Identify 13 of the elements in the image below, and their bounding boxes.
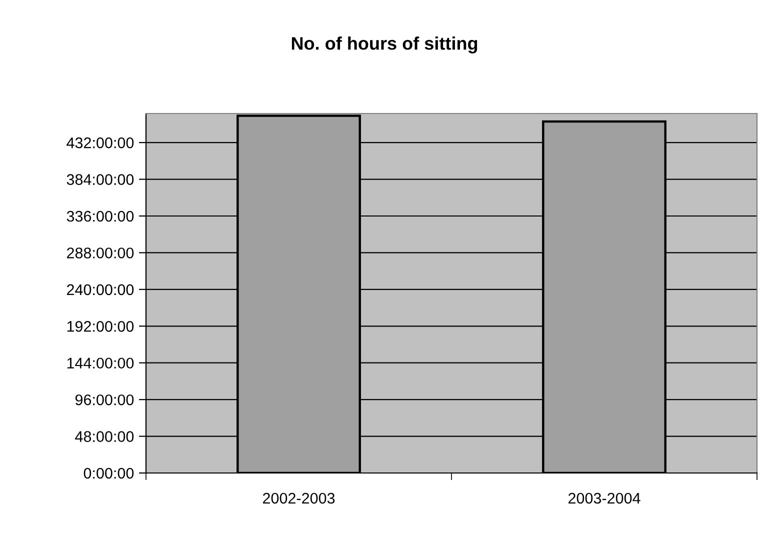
y-tick-label: 336:00:00 xyxy=(66,210,134,222)
y-tick-label: 0:00:00 xyxy=(84,468,134,479)
x-tick-label: 2003-2004 xyxy=(568,492,640,504)
y-tick-label: 48:00:00 xyxy=(75,431,134,442)
y-tick-label: 96:00:00 xyxy=(75,394,134,406)
x-tick-label: 2002-2003 xyxy=(262,492,335,504)
y-tick-label: 432:00:00 xyxy=(66,137,134,148)
y-tick-label: 288:00:00 xyxy=(67,248,134,258)
y-tick-label: 240:00:00 xyxy=(67,284,134,296)
chart-title: No. of hours of sitting xyxy=(292,36,478,54)
y-tick-label: 384:00:00 xyxy=(66,174,134,185)
y-tick-label: 144:00:00 xyxy=(67,358,134,369)
y-tick-label: 192:00:00 xyxy=(67,321,134,332)
